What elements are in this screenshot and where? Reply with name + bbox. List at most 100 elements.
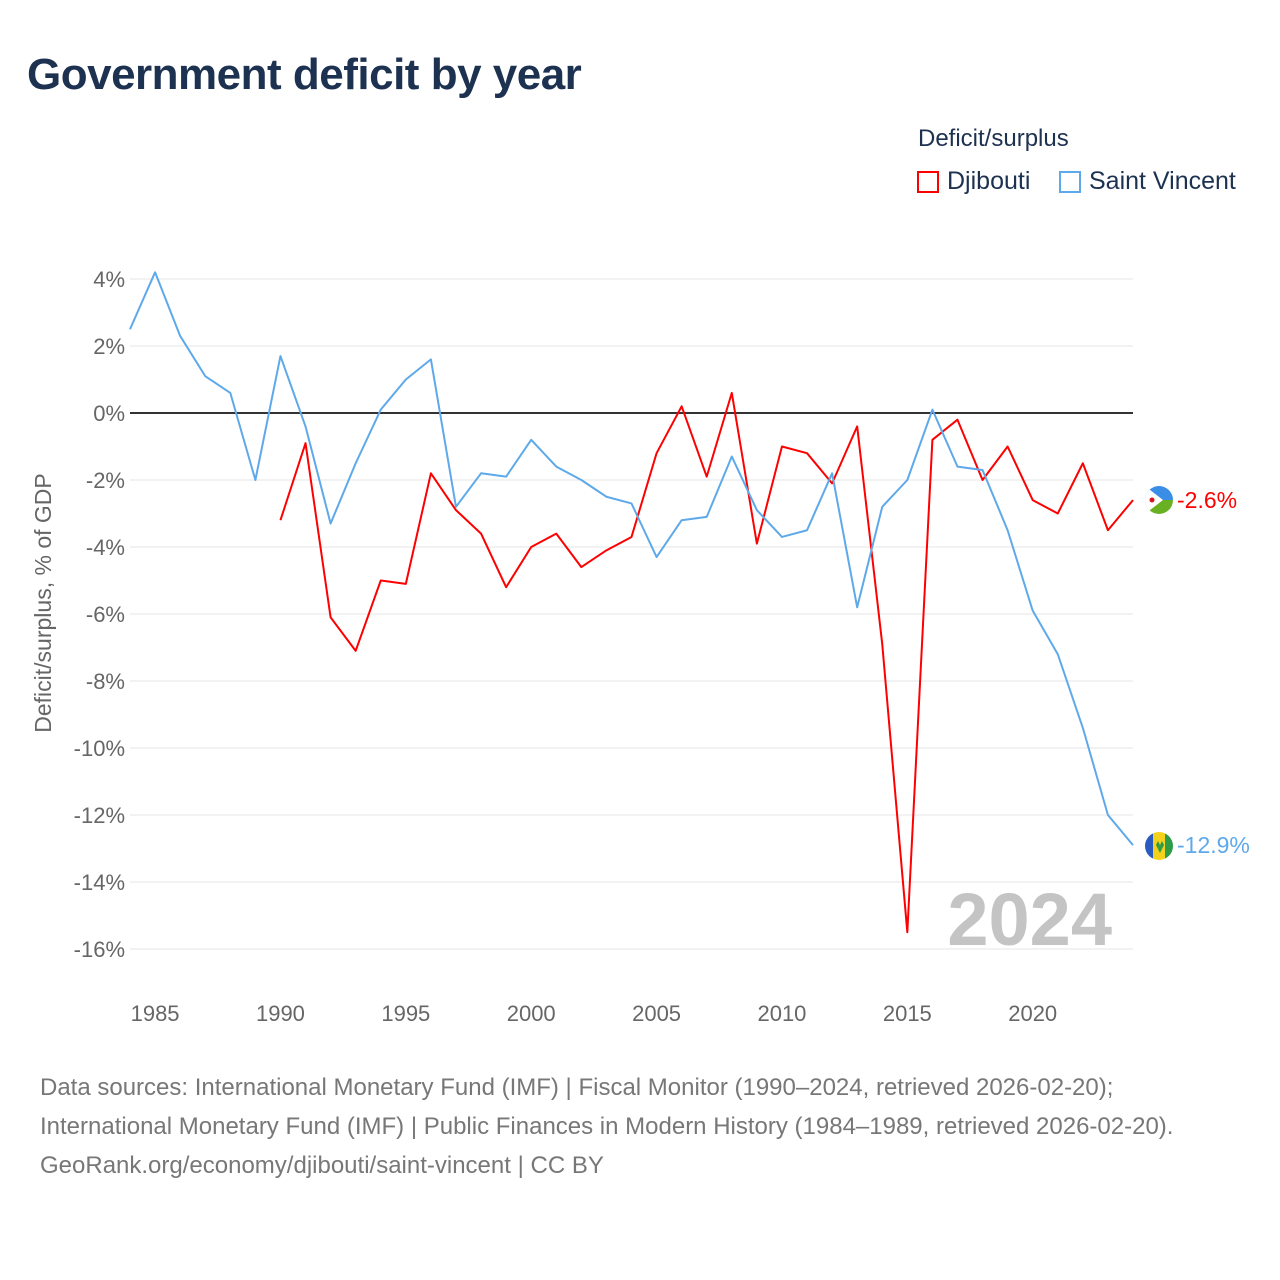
- data-point[interactable]: [980, 467, 986, 473]
- x-tick-label: 1995: [381, 1001, 430, 1026]
- data-point[interactable]: [1130, 842, 1136, 848]
- end-value-label: -2.6%: [1177, 487, 1237, 513]
- footer: Data sources: International Monetary Fun…: [40, 1068, 1240, 1185]
- data-point[interactable]: [779, 444, 785, 450]
- data-point[interactable]: [954, 464, 960, 470]
- data-point[interactable]: [528, 544, 534, 550]
- data-point[interactable]: [829, 470, 835, 476]
- y-tick-label: -14%: [74, 870, 125, 895]
- data-point[interactable]: [528, 437, 534, 443]
- legend-swatch: [1059, 170, 1081, 193]
- y-tick-label: -10%: [74, 736, 125, 761]
- y-axis-label: Deficit/surplus, % of GDP: [30, 473, 56, 732]
- saint-vincent-flag-icon: [1145, 832, 1173, 860]
- data-point[interactable]: [277, 353, 283, 359]
- series-line-djibouti[interactable]: [279, 391, 1134, 934]
- data-point[interactable]: [1030, 497, 1036, 503]
- x-tick-label: 2005: [632, 1001, 681, 1026]
- y-tick-label: -6%: [86, 602, 125, 627]
- y-tick-label: -16%: [74, 937, 125, 962]
- data-point[interactable]: [654, 450, 660, 456]
- data-point[interactable]: [403, 581, 409, 587]
- data-point[interactable]: [1105, 527, 1111, 533]
- data-point[interactable]: [1080, 460, 1086, 466]
- data-point[interactable]: [378, 578, 384, 584]
- data-point[interactable]: [303, 423, 309, 429]
- data-point[interactable]: [152, 269, 158, 275]
- data-point[interactable]: [704, 474, 710, 480]
- data-point[interactable]: [629, 534, 635, 540]
- data-point[interactable]: [654, 554, 660, 560]
- data-point[interactable]: [804, 450, 810, 456]
- data-point[interactable]: [754, 541, 760, 547]
- year-watermark: 2024: [947, 878, 1112, 961]
- data-point[interactable]: [1105, 812, 1111, 818]
- data-point[interactable]: [277, 517, 283, 523]
- data-point[interactable]: [428, 356, 434, 362]
- data-point[interactable]: [1055, 511, 1061, 517]
- data-point[interactable]: [854, 604, 860, 610]
- legend-title: Deficit/surplus: [918, 125, 1069, 152]
- data-point[interactable]: [1080, 725, 1086, 731]
- data-point[interactable]: [328, 614, 334, 620]
- data-point[interactable]: [603, 547, 609, 553]
- data-point[interactable]: [303, 440, 309, 446]
- data-point[interactable]: [754, 507, 760, 513]
- data-point[interactable]: [980, 477, 986, 483]
- y-tick-label: 2%: [93, 334, 125, 359]
- data-point[interactable]: [453, 504, 459, 510]
- y-tick-label: -2%: [86, 468, 125, 493]
- data-point[interactable]: [904, 929, 910, 935]
- data-point[interactable]: [553, 464, 559, 470]
- data-point[interactable]: [353, 648, 359, 654]
- data-point[interactable]: [1055, 651, 1061, 657]
- data-point[interactable]: [478, 470, 484, 476]
- legend-label: Djibouti: [947, 167, 1031, 195]
- data-point[interactable]: [428, 470, 434, 476]
- data-point[interactable]: [403, 377, 409, 383]
- data-point[interactable]: [954, 417, 960, 423]
- data-point[interactable]: [227, 390, 233, 396]
- y-tick-label: -4%: [86, 535, 125, 560]
- data-point[interactable]: [879, 641, 885, 647]
- legend-item-djibouti[interactable]: Djibouti: [917, 167, 1030, 196]
- data-point[interactable]: [378, 407, 384, 413]
- data-point[interactable]: [854, 423, 860, 429]
- data-point[interactable]: [578, 564, 584, 570]
- data-point[interactable]: [904, 477, 910, 483]
- data-point[interactable]: [704, 514, 710, 520]
- data-point[interactable]: [1130, 497, 1136, 503]
- data-point[interactable]: [127, 326, 133, 332]
- data-point[interactable]: [804, 527, 810, 533]
- data-point[interactable]: [1030, 608, 1036, 614]
- y-tick-label: 0%: [93, 401, 125, 426]
- data-point[interactable]: [779, 534, 785, 540]
- data-point[interactable]: [252, 477, 258, 483]
- data-point[interactable]: [578, 477, 584, 483]
- y-tick-label: -8%: [86, 669, 125, 694]
- data-point[interactable]: [1005, 444, 1011, 450]
- data-point[interactable]: [879, 504, 885, 510]
- data-point[interactable]: [177, 333, 183, 339]
- data-point[interactable]: [679, 517, 685, 523]
- data-point[interactable]: [729, 390, 735, 396]
- data-point[interactable]: [478, 531, 484, 537]
- data-point[interactable]: [729, 454, 735, 460]
- data-point[interactable]: [679, 403, 685, 409]
- data-point[interactable]: [353, 460, 359, 466]
- data-point[interactable]: [503, 474, 509, 480]
- data-point[interactable]: [202, 373, 208, 379]
- data-point[interactable]: [328, 521, 334, 527]
- data-point[interactable]: [629, 500, 635, 506]
- series-line-saint-vincent[interactable]: [129, 271, 1134, 846]
- data-point[interactable]: [553, 531, 559, 537]
- legend-item-saint-vincent[interactable]: Saint Vincent: [1059, 167, 1236, 196]
- data-point[interactable]: [603, 494, 609, 500]
- data-point[interactable]: [503, 584, 509, 590]
- data-point[interactable]: [929, 437, 935, 443]
- credit-link[interactable]: GeoRank.org/economy/djibouti/saint-vince…: [40, 1152, 604, 1179]
- data-point[interactable]: [929, 407, 935, 413]
- data-point[interactable]: [1005, 527, 1011, 533]
- x-tick-label: 2000: [507, 1001, 556, 1026]
